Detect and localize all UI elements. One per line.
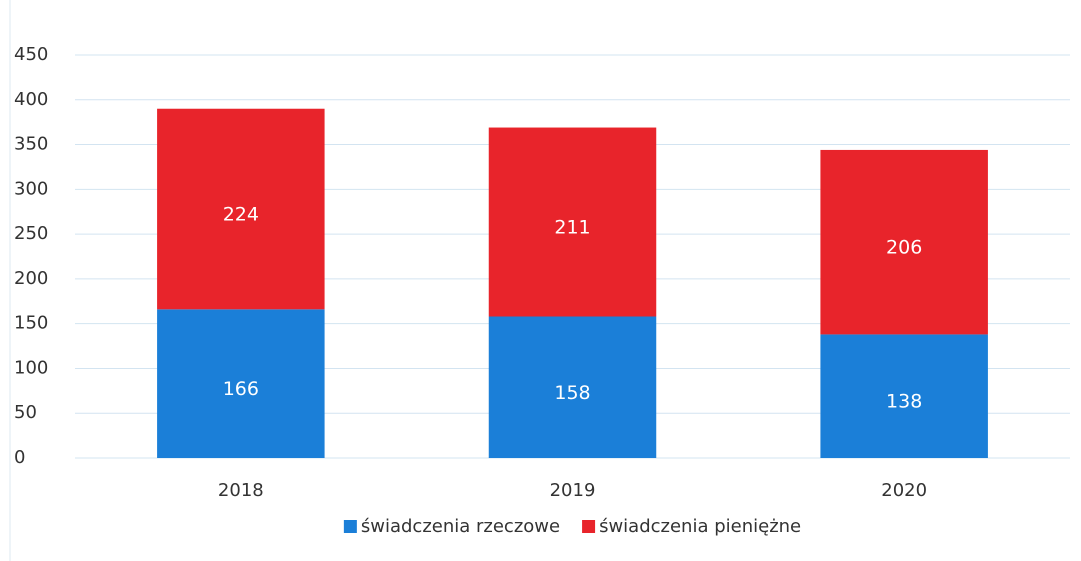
- bar-segment: [820, 334, 988, 458]
- x-tick-label: 2019: [550, 480, 596, 501]
- legend-item: świadczenia rzeczowe: [343, 516, 560, 537]
- x-tick-label: 2018: [218, 480, 264, 501]
- y-tick-label: 250: [14, 223, 48, 244]
- bar-segment: [157, 309, 325, 458]
- data-label: 166: [223, 378, 259, 400]
- legend: świadczenia rzeczowe świadczenia pieniężn…: [343, 516, 801, 537]
- y-tick-label: 300: [14, 178, 48, 199]
- y-tick-label: 350: [14, 134, 48, 155]
- bar-segment: [157, 108, 325, 310]
- y-tick-label: 0: [14, 447, 25, 468]
- legend-swatch: [582, 520, 596, 533]
- legend-item: świadczenia pieniężne: [582, 516, 801, 537]
- bar-segment: [820, 149, 988, 335]
- legend-swatch: [343, 520, 357, 533]
- y-tick-label: 450: [14, 44, 48, 65]
- bar-segment: [488, 127, 657, 317]
- y-tick-label: 200: [14, 268, 48, 289]
- data-label: 224: [223, 204, 259, 226]
- data-label: 138: [886, 391, 922, 413]
- y-tick-label: 150: [14, 313, 48, 334]
- y-tick-label: 400: [14, 89, 48, 110]
- legend-label: świadczenia rzeczowe: [361, 516, 560, 537]
- y-tick-label: 100: [14, 357, 48, 378]
- legend-label: świadczenia pieniężne: [599, 516, 801, 537]
- data-label: 211: [554, 217, 590, 239]
- bar-segment: [488, 316, 657, 458]
- data-label: 158: [554, 382, 590, 404]
- data-label: 206: [886, 237, 922, 259]
- y-tick-label: 50: [14, 402, 37, 423]
- x-tick-label: 2020: [881, 480, 927, 501]
